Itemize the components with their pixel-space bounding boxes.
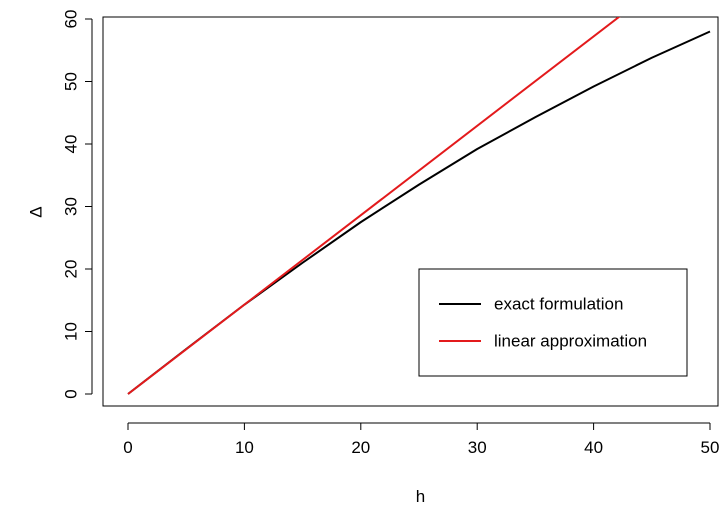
- y-tick-label: 20: [62, 260, 81, 279]
- plot-frame: [102, 16, 719, 407]
- plot-area: [102, 16, 719, 407]
- x-tick-label: 30: [468, 438, 487, 457]
- x-tick-label: 10: [235, 438, 254, 457]
- x-tick-label: 40: [584, 438, 603, 457]
- y-tick-label: 10: [62, 322, 81, 341]
- y-axis-title: Δ: [27, 206, 46, 217]
- legend-box: [418, 268, 688, 377]
- y-tick-label: 50: [62, 72, 81, 91]
- y-tick-label: 0: [62, 389, 81, 398]
- x-tick-label: 20: [351, 438, 370, 457]
- legend: exact formulation linear approximation: [418, 268, 688, 377]
- x-tick-label: 50: [701, 438, 720, 457]
- y-axis: 0 10 20 30 40 50 60: [62, 10, 93, 399]
- y-tick-label: 30: [62, 197, 81, 216]
- x-axis: 0 10 20 30 40 50: [123, 422, 720, 457]
- series-line-2: [127, 17, 621, 395]
- x-tick-label: 0: [123, 438, 132, 457]
- legend-label: linear approximation: [494, 332, 647, 351]
- legend-label: exact formulation: [494, 295, 623, 314]
- y-tick-label: 60: [62, 10, 81, 29]
- x-axis-title: h: [416, 487, 425, 506]
- y-tick-label: 40: [62, 135, 81, 154]
- series-layer: [127, 17, 711, 395]
